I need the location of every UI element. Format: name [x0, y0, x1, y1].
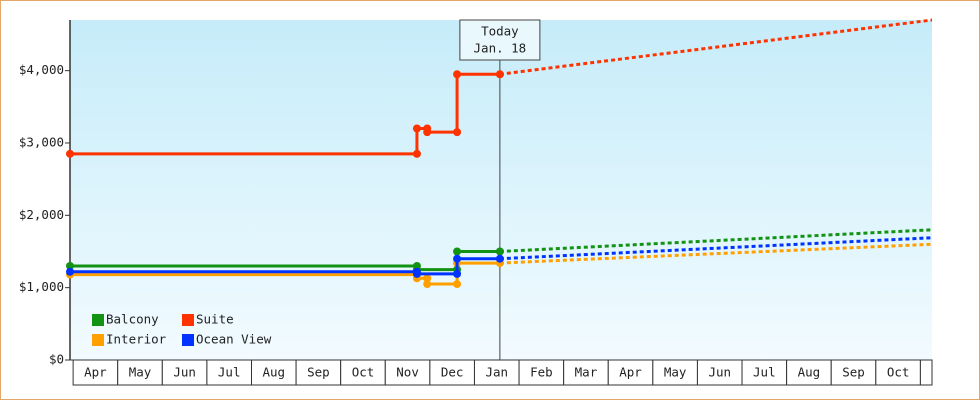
point — [453, 247, 462, 256]
x-tick-box — [919, 359, 933, 386]
x-tick-box — [741, 359, 788, 386]
x-tick-box — [72, 359, 119, 386]
x-tick-label: May — [129, 365, 152, 380]
legend-swatch — [92, 334, 104, 346]
point — [453, 70, 462, 79]
x-tick-label: Nov — [396, 365, 419, 380]
projection-line — [499, 236, 933, 261]
point — [453, 269, 462, 278]
x-tick-label: Dec — [441, 365, 464, 380]
x-tick-box — [161, 359, 208, 386]
point — [66, 267, 74, 276]
point — [453, 280, 462, 289]
x-tick-label: Apr — [619, 365, 642, 380]
x-tick-box — [384, 359, 431, 386]
projection-line — [499, 228, 933, 253]
x-tick-label: Mar — [575, 365, 598, 380]
x-tick-box — [429, 359, 475, 386]
x-tick-box — [473, 359, 520, 386]
y-tick-label: $4,000 — [19, 62, 64, 77]
x-tick-box — [786, 359, 832, 386]
today-label: Today — [481, 24, 519, 39]
x-tick-box — [563, 359, 609, 386]
x-tick-label: Apr — [84, 365, 107, 380]
point — [453, 254, 462, 263]
legend-swatch — [92, 314, 104, 326]
history-line — [70, 257, 500, 276]
y-tick-label: $0 — [49, 352, 64, 367]
legend-label: Ocean View — [196, 332, 272, 347]
x-tick-label: Jul — [753, 365, 776, 380]
x-tick-box — [607, 359, 654, 386]
point — [66, 261, 74, 270]
x-tick-label: Jan — [485, 365, 508, 380]
x-tick-label: Sep — [842, 365, 865, 380]
x-tick-label: Aug — [263, 365, 286, 380]
point — [495, 254, 504, 263]
x-tick-label: Aug — [798, 365, 821, 380]
x-tick-box — [875, 359, 921, 386]
legend-label: Balcony — [106, 312, 159, 327]
x-tick-box — [696, 359, 743, 386]
history-line — [70, 249, 500, 272]
x-tick-label: May — [664, 365, 687, 380]
projection-line — [499, 242, 933, 265]
x-tick-label: Oct — [887, 365, 910, 380]
point — [495, 70, 504, 79]
x-tick-label: Sep — [307, 365, 330, 380]
x-tick-box — [250, 359, 297, 386]
x-tick-box — [117, 359, 163, 386]
point — [412, 149, 421, 158]
point — [66, 149, 74, 158]
point — [423, 280, 432, 289]
point — [423, 274, 432, 283]
x-tick-box — [830, 359, 877, 386]
y-tick-label: $3,000 — [19, 134, 64, 149]
today-label: Jan. 18 — [474, 41, 527, 56]
x-tick-label: Jun — [173, 365, 196, 380]
y-tick-label: $1,000 — [19, 279, 64, 294]
x-tick-label: Jul — [218, 365, 241, 380]
x-tick-label: Oct — [352, 365, 375, 380]
point — [412, 269, 421, 278]
legend-swatch — [182, 334, 194, 346]
x-tick-box — [652, 359, 698, 386]
x-tick-label: Feb — [530, 365, 553, 380]
legend-swatch — [182, 314, 194, 326]
point — [412, 124, 421, 133]
legend-label: Interior — [106, 332, 167, 347]
x-tick-box — [295, 359, 342, 386]
point — [495, 247, 504, 256]
point — [453, 128, 462, 137]
x-tick-box — [206, 359, 252, 386]
legend-label: Suite — [196, 312, 234, 327]
today-box — [459, 19, 541, 61]
x-tick-label: Jun — [708, 365, 731, 380]
projection-line — [499, 18, 933, 76]
point — [423, 128, 432, 137]
y-tick-label: $2,000 — [19, 207, 64, 222]
x-tick-box — [340, 359, 386, 386]
